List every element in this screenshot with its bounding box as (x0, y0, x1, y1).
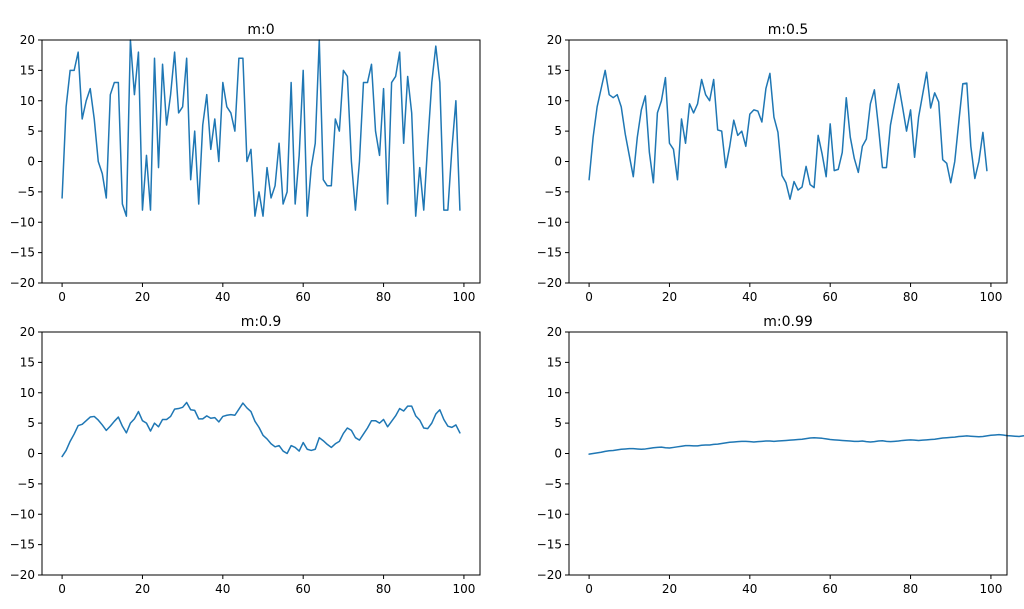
y-tick-label: −10 (10, 507, 35, 521)
y-tick-label: 10 (20, 94, 35, 108)
x-tick-label: 100 (979, 582, 1002, 596)
y-tick-label: 20 (20, 325, 35, 339)
subplot-4: m:0.99 0 20 40 60 80 100 −20 −15 −10 −5 0 5 10 15 20 (537, 314, 1024, 596)
y-tick-label: 5 (554, 124, 562, 138)
x-tick-label: 40 (742, 290, 757, 304)
subplot-2: m:0.5 0 20 40 60 80 100 −20 −15 −10 −5 0 5 10 15 20 (537, 22, 1008, 304)
subplot-1: m:0 0 20 40 60 80 100 −20 −15 −10 −5 0 5 10 15 20 (10, 22, 481, 304)
y-tick-label: −10 (537, 215, 562, 229)
x-tick-label: 20 (135, 582, 150, 596)
y-tick-label: 15 (547, 355, 562, 369)
y-tick-label: 0 (27, 447, 35, 461)
x-tick-label: 100 (979, 290, 1002, 304)
x-tick-label: 100 (452, 290, 475, 304)
y-tick-label: −20 (10, 276, 35, 290)
y-tick-label: 0 (554, 155, 562, 169)
y-tick-label: 20 (547, 325, 562, 339)
y-tick-label: −10 (537, 507, 562, 521)
axes-frame (568, 331, 1008, 576)
y-tick-label: 15 (20, 355, 35, 369)
y-tick-label: −5 (17, 477, 35, 491)
x-tick-label: 80 (376, 582, 391, 596)
y-tick-label: −15 (10, 538, 35, 552)
x-tick-label: 0 (58, 582, 66, 596)
subplot-title: m:0.99 (763, 314, 813, 330)
y-tick-label: 15 (20, 63, 35, 77)
y-tick-label: −20 (537, 276, 562, 290)
x-tick-label: 40 (215, 582, 230, 596)
x-tick-label: 100 (452, 582, 475, 596)
x-tick-label: 20 (662, 290, 677, 304)
x-tick-label: 40 (742, 582, 757, 596)
x-tick-label: 60 (823, 290, 838, 304)
x-tick-label: 0 (585, 582, 593, 596)
series-line-1 (61, 39, 461, 217)
series-line-1 (588, 433, 1024, 455)
y-tick-label: −20 (537, 568, 562, 582)
series-line-1 (61, 401, 461, 458)
x-tick-label: 20 (135, 290, 150, 304)
series-line-1 (588, 69, 988, 200)
y-tick-label: −5 (544, 185, 562, 199)
y-tick-label: 0 (27, 155, 35, 169)
x-tick-label: 60 (296, 290, 311, 304)
y-tick-label: −20 (10, 568, 35, 582)
x-tick-label: 60 (296, 582, 311, 596)
y-tick-label: 20 (20, 33, 35, 47)
x-tick-label: 60 (823, 582, 838, 596)
y-tick-label: −10 (10, 215, 35, 229)
subplot-3: m:0.9 0 20 40 60 80 100 −20 −15 −10 −5 0 5 10 15 20 (10, 314, 481, 596)
y-tick-label: −15 (10, 246, 35, 260)
y-tick-label: 10 (547, 94, 562, 108)
y-tick-label: 5 (27, 124, 35, 138)
x-tick-label: 0 (58, 290, 66, 304)
subplot-title: m:0 (247, 22, 274, 38)
y-tick-label: −5 (17, 185, 35, 199)
y-tick-label: 10 (547, 386, 562, 400)
x-tick-label: 0 (585, 290, 593, 304)
y-tick-label: 0 (554, 447, 562, 461)
x-tick-label: 80 (376, 290, 391, 304)
y-tick-label: −5 (544, 477, 562, 491)
y-tick-label: −15 (537, 538, 562, 552)
x-tick-label: 80 (903, 582, 918, 596)
x-tick-label: 80 (903, 290, 918, 304)
subplot-title: m:0.9 (241, 314, 282, 330)
subplot-title: m:0.5 (768, 22, 809, 38)
axes-frame (41, 331, 481, 576)
y-tick-label: 5 (27, 416, 35, 430)
y-tick-label: −15 (537, 246, 562, 260)
x-tick-label: 40 (215, 290, 230, 304)
y-tick-label: 10 (20, 386, 35, 400)
x-tick-label: 20 (662, 582, 677, 596)
y-tick-label: 15 (547, 63, 562, 77)
y-tick-label: 20 (547, 33, 562, 47)
y-tick-label: 5 (554, 416, 562, 430)
